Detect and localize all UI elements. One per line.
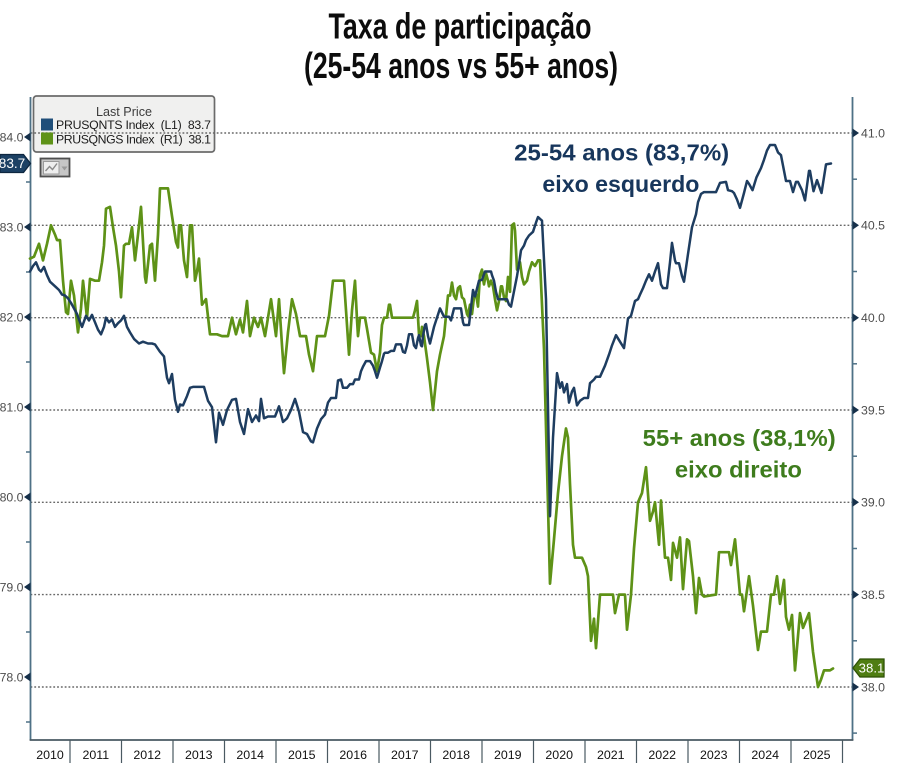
svg-text:2024: 2024 (751, 748, 779, 762)
svg-text:eixo esquerdo: eixo esquerdo (542, 171, 699, 197)
svg-text:55+ anos (38,1%): 55+ anos (38,1%) (643, 425, 836, 451)
svg-text:78.0: 78.0 (0, 670, 24, 684)
svg-text:79.0: 79.0 (0, 580, 24, 594)
svg-text:40.0: 40.0 (861, 311, 885, 325)
svg-text:2010: 2010 (36, 748, 64, 762)
svg-text:2017: 2017 (391, 748, 419, 762)
svg-text:2025: 2025 (803, 748, 831, 762)
svg-text:38.0: 38.0 (861, 680, 885, 694)
svg-text:2020: 2020 (545, 748, 573, 762)
svg-text:84.0: 84.0 (0, 130, 24, 144)
svg-text:2022: 2022 (648, 748, 676, 762)
svg-text:PRUSQNTS Index (L1) 83.7: PRUSQNTS Index (L1) 83.7 (56, 118, 211, 132)
svg-text:2011: 2011 (82, 748, 109, 762)
svg-text:40.5: 40.5 (861, 219, 885, 233)
svg-text:83.7: 83.7 (0, 156, 25, 171)
svg-text:2014: 2014 (236, 748, 264, 762)
svg-text:82.0: 82.0 (0, 310, 24, 324)
svg-text:81.0: 81.0 (0, 400, 24, 414)
svg-text:Taxa de participação: Taxa de participação (329, 6, 592, 47)
svg-text:Last Price: Last Price (96, 105, 152, 119)
svg-text:83.0: 83.0 (0, 220, 24, 234)
svg-text:2016: 2016 (339, 748, 367, 762)
svg-text:2019: 2019 (494, 748, 522, 762)
svg-text:39.0: 39.0 (861, 496, 885, 510)
svg-text:PRUSQNGS Index (R1) 38.1: PRUSQNGS Index (R1) 38.1 (56, 133, 211, 147)
svg-text:41.0: 41.0 (861, 126, 885, 140)
svg-text:eixo direito: eixo direito (675, 457, 802, 483)
svg-text:(25-54 anos vs 55+ anos): (25-54 anos vs 55+ anos) (304, 45, 618, 86)
svg-text:80.0: 80.0 (0, 490, 24, 504)
svg-text:2023: 2023 (700, 748, 728, 762)
svg-text:2018: 2018 (442, 748, 470, 762)
svg-text:2012: 2012 (133, 748, 161, 762)
svg-text:2021: 2021 (597, 748, 625, 762)
svg-text:2013: 2013 (185, 748, 213, 762)
svg-text:38.1: 38.1 (859, 661, 885, 676)
svg-text:25-54 anos (83,7%): 25-54 anos (83,7%) (514, 140, 729, 166)
svg-text:2015: 2015 (288, 748, 316, 762)
svg-text:38.5: 38.5 (861, 588, 885, 602)
svg-text:39.5: 39.5 (861, 403, 885, 417)
